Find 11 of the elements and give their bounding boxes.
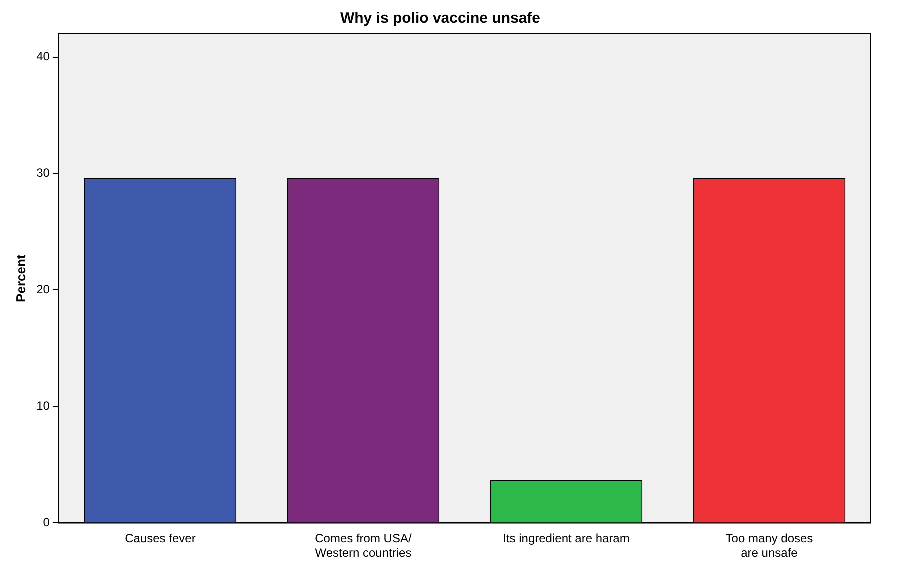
chart-title: Why is polio vaccine unsafe (340, 10, 541, 28)
y-axis-title: Percent (13, 254, 28, 302)
y-tick-label: 10 (36, 399, 50, 414)
y-tick-label: 0 (43, 516, 50, 530)
x-tick-label: Comes from USA/ Western countries (315, 532, 412, 560)
x-tick-label: Causes fever (125, 532, 196, 546)
y-tick-label: 40 (36, 50, 50, 64)
y-tick-label: 30 (36, 166, 50, 180)
x-tick-label: Too many doses are unsafe (726, 532, 814, 560)
x-tick-label: Its ingredient are haram (503, 532, 630, 546)
y-tick-label: 20 (36, 282, 50, 297)
